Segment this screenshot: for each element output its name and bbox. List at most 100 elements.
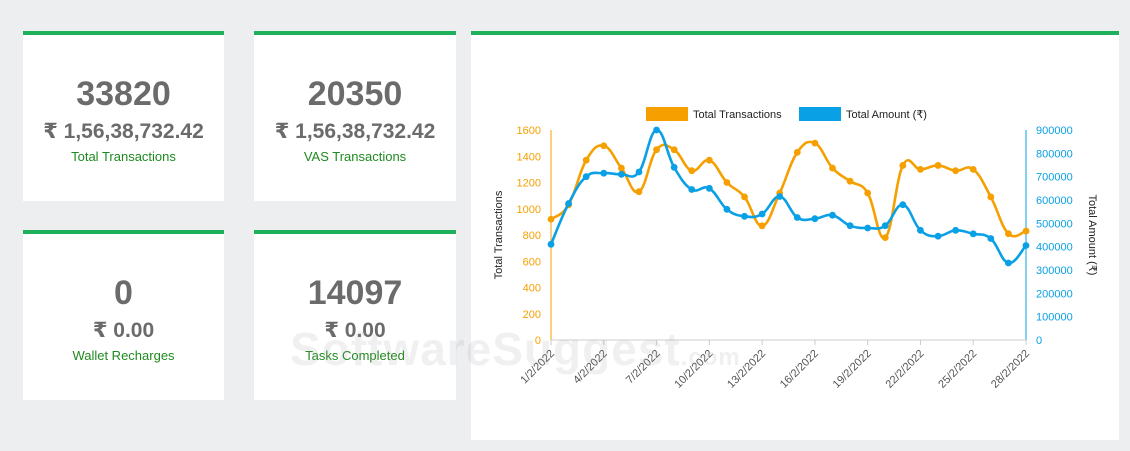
data-point-total-transactions bbox=[952, 167, 960, 175]
stat-card-vas-transactions: 20350 ₹ 1,56,38,732.42 VAS Transactions bbox=[254, 31, 456, 201]
series-line-total-amount bbox=[549, 128, 1027, 265]
data-point-total-amount bbox=[793, 214, 801, 221]
left-axis-title: Total Transactions bbox=[493, 190, 505, 279]
right-tick-label: 0 bbox=[1036, 335, 1042, 347]
stat-card-wallet-recharges: 0 ₹ 0.00 Wallet Recharges bbox=[23, 230, 224, 400]
data-point-total-transactions bbox=[688, 167, 696, 175]
legend-label-total-amount: Total Amount (₹) bbox=[846, 109, 927, 121]
data-point-total-amount bbox=[934, 232, 942, 240]
stat-amount: ₹ 1,56,38,732.42 bbox=[274, 120, 436, 143]
left-tick-label: 1400 bbox=[517, 151, 541, 163]
right-tick-label: 500000 bbox=[1036, 218, 1073, 230]
right-tick-label: 200000 bbox=[1036, 288, 1073, 300]
data-point-total-transactions bbox=[600, 142, 608, 150]
data-point-total-amount bbox=[758, 210, 766, 218]
x-tick-label: 25/2/2022 bbox=[936, 348, 979, 391]
left-tick-label: 600 bbox=[523, 256, 541, 268]
left-tick-label: 1200 bbox=[517, 178, 541, 190]
stat-amount: ₹ 1,56,38,732.42 bbox=[43, 120, 204, 143]
data-point-total-transactions bbox=[758, 222, 766, 230]
data-point-total-transactions bbox=[811, 139, 819, 147]
transactions-line-chart: 0 200 400 600 800 1000 1200 1400 1600 0 100000 2000… bbox=[493, 107, 1098, 391]
data-point-total-amount bbox=[1022, 242, 1030, 249]
right-tick-label: 400000 bbox=[1036, 242, 1073, 254]
stat-amount: ₹ 0.00 bbox=[324, 319, 386, 342]
data-point-total-transactions bbox=[987, 193, 995, 201]
data-point-total-amount bbox=[705, 184, 713, 192]
data-point-total-amount bbox=[1005, 259, 1012, 267]
data-point-total-transactions bbox=[793, 148, 801, 156]
stat-count: 20350 bbox=[307, 75, 403, 113]
right-tick-label: 800000 bbox=[1036, 148, 1073, 160]
data-point-total-amount bbox=[987, 235, 995, 242]
data-point-total-transactions bbox=[547, 215, 555, 223]
x-tick-label: 1/2/2022 bbox=[518, 348, 557, 387]
data-point-total-amount bbox=[582, 173, 590, 181]
data-point-total-amount bbox=[776, 193, 784, 200]
data-point-total-transactions bbox=[705, 156, 713, 164]
stat-count: 0 bbox=[114, 274, 133, 312]
data-point-total-transactions bbox=[653, 146, 660, 154]
data-point-total-amount bbox=[881, 222, 889, 230]
right-tick-label: 600000 bbox=[1036, 195, 1073, 207]
data-point-total-transactions bbox=[864, 189, 872, 197]
data-point-total-amount bbox=[600, 169, 608, 177]
x-tick-label: 10/2/2022 bbox=[672, 348, 715, 391]
data-point-total-amount bbox=[969, 230, 977, 238]
stat-label: Wallet Recharges bbox=[72, 348, 175, 363]
data-point-total-transactions bbox=[1005, 230, 1012, 238]
legend-swatch-total-transactions bbox=[646, 107, 688, 121]
left-tick-label: 0 bbox=[535, 335, 541, 347]
stat-count: 14097 bbox=[307, 274, 403, 312]
stat-card-total-transactions: 33820 ₹ 1,56,38,732.42 Total Transaction… bbox=[23, 31, 224, 201]
left-tick-label: 1600 bbox=[517, 125, 541, 137]
left-tick-label: 1000 bbox=[517, 204, 541, 216]
data-point-total-amount bbox=[864, 224, 872, 232]
stat-amount: ₹ 0.00 bbox=[92, 319, 155, 342]
data-point-total-transactions bbox=[1022, 227, 1030, 235]
data-point-total-transactions bbox=[829, 164, 836, 172]
data-point-total-amount bbox=[547, 240, 555, 248]
x-tick-label: 22/2/2022 bbox=[883, 348, 926, 391]
x-tick-label: 13/2/2022 bbox=[725, 348, 768, 391]
data-point-total-transactions bbox=[723, 179, 731, 186]
data-point-total-transactions bbox=[846, 177, 854, 185]
data-point-total-amount bbox=[741, 212, 748, 220]
left-tick-label: 200 bbox=[523, 309, 541, 321]
data-point-total-amount bbox=[917, 226, 924, 234]
series-line-total-transactions bbox=[550, 140, 1027, 240]
data-point-total-amount bbox=[653, 126, 660, 134]
data-point-total-amount bbox=[688, 186, 696, 193]
data-point-total-amount bbox=[829, 211, 836, 219]
x-tick-label: 4/2/2022 bbox=[571, 348, 610, 387]
right-tick-label: 700000 bbox=[1036, 172, 1073, 184]
data-point-total-amount bbox=[617, 170, 625, 178]
legend-label-total-transactions: Total Transactions bbox=[693, 109, 782, 121]
data-point-total-amount bbox=[670, 163, 678, 171]
data-point-total-transactions bbox=[582, 156, 590, 164]
data-point-total-amount bbox=[952, 226, 960, 234]
data-point-total-amount bbox=[899, 201, 907, 209]
legend-swatch-total-amount bbox=[799, 107, 841, 121]
data-point-total-transactions bbox=[899, 162, 907, 169]
left-tick-label: 400 bbox=[523, 283, 541, 295]
transactions-chart-panel: 0 200 400 600 800 1000 1200 1400 1600 0 100000 2000… bbox=[471, 31, 1119, 440]
stat-label: Tasks Completed bbox=[305, 348, 405, 363]
stat-label: VAS Transactions bbox=[303, 149, 407, 164]
data-point-total-transactions bbox=[917, 165, 924, 173]
right-tick-label: 300000 bbox=[1036, 265, 1073, 277]
x-tick-label: 16/2/2022 bbox=[778, 348, 821, 391]
data-point-total-amount bbox=[635, 168, 643, 176]
data-point-total-transactions bbox=[969, 165, 977, 173]
left-tick-label: 800 bbox=[523, 230, 541, 242]
data-point-total-amount bbox=[811, 215, 819, 223]
data-point-total-transactions bbox=[741, 193, 748, 201]
data-point-total-amount bbox=[846, 222, 854, 230]
x-tick-label: 28/2/2022 bbox=[989, 348, 1032, 391]
data-point-total-transactions bbox=[881, 234, 889, 242]
data-point-total-transactions bbox=[617, 164, 625, 172]
right-axis-title: Total Amount (₹) bbox=[1086, 195, 1098, 276]
data-point-total-transactions bbox=[670, 146, 678, 154]
right-tick-label: 100000 bbox=[1036, 312, 1073, 324]
data-point-total-transactions bbox=[934, 162, 942, 169]
